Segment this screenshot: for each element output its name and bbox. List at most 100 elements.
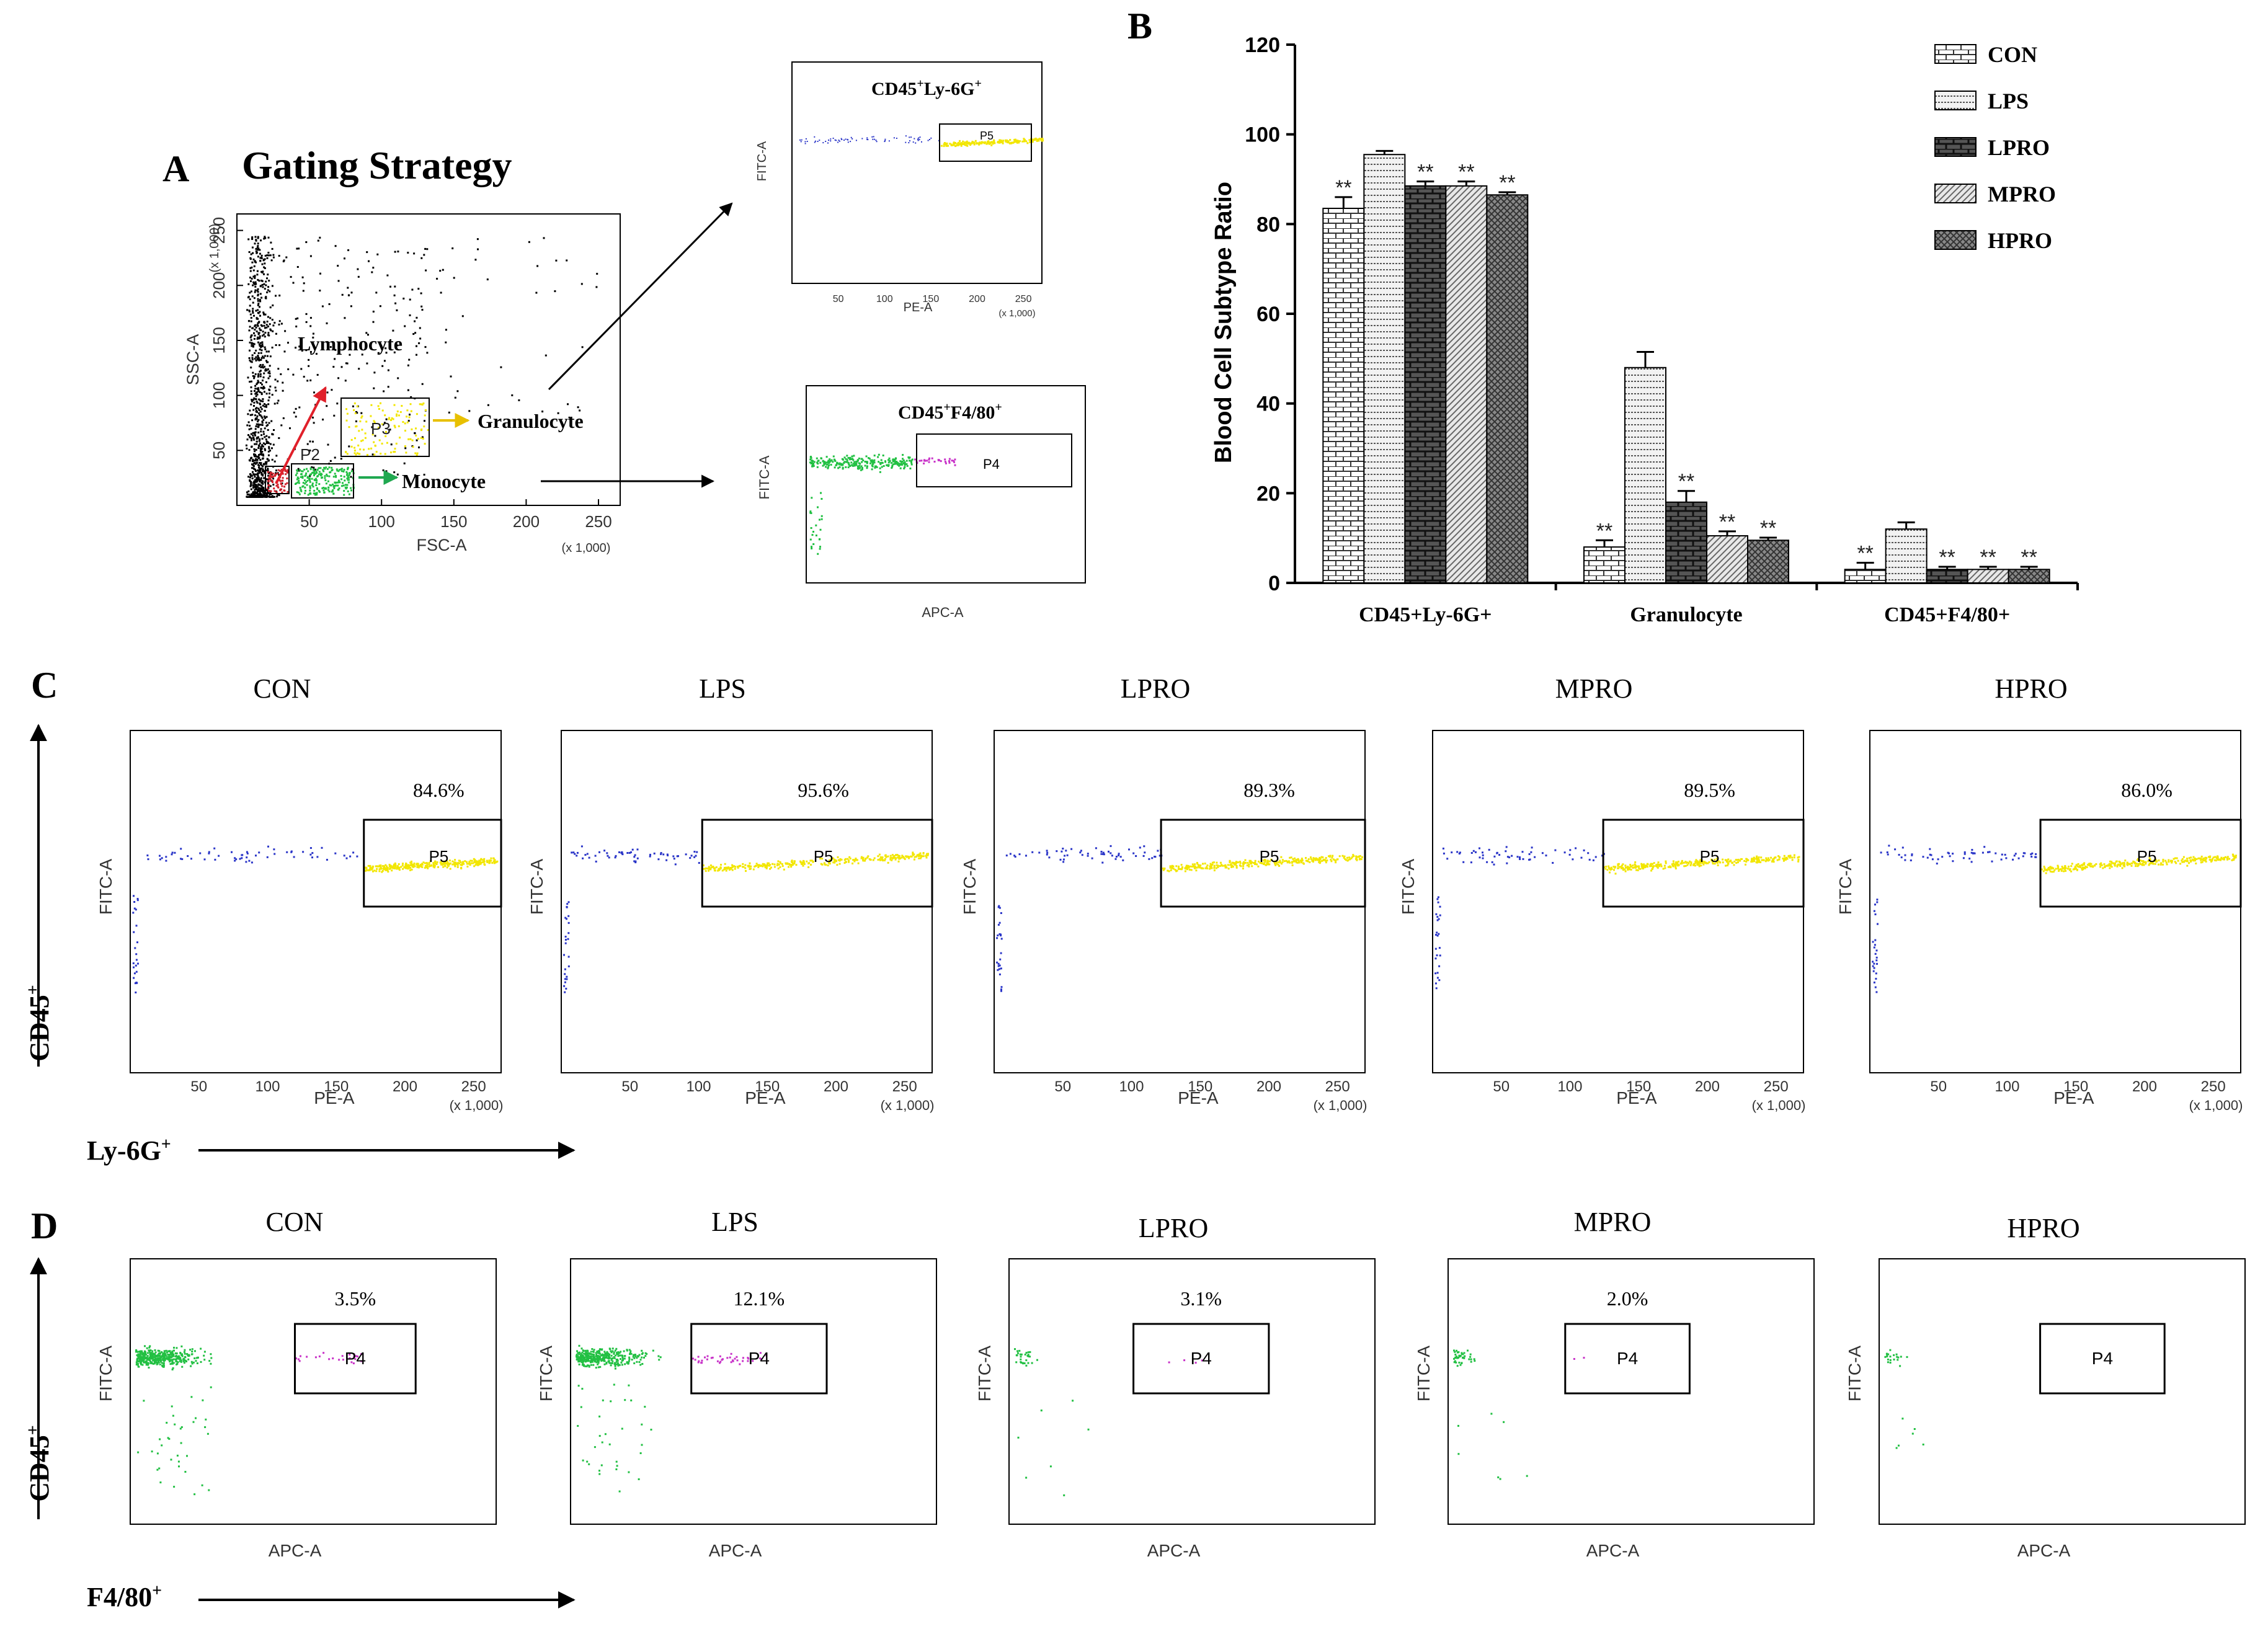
label-monocyte: Monocyte xyxy=(402,470,486,492)
gating-ly6g-title: CD45+Ly-6G+ xyxy=(871,77,982,99)
panel-d-magenta-dots xyxy=(295,1352,363,1365)
gating-f480-plot: CD45+F4/80+ P4 APC-A FITC-A xyxy=(757,385,1086,620)
panel-c-blue-dots xyxy=(146,845,358,864)
panel-d-plot-frame xyxy=(1448,1258,1815,1525)
panel-d-plot-title: LPS xyxy=(711,1207,758,1237)
gating-ly6g-gate xyxy=(939,123,1032,162)
panel-d-plot-title: LPRO xyxy=(1139,1213,1208,1243)
panel-c-blue-low-dots xyxy=(996,905,1003,992)
gating-ly6g-x-scale: (x 1,000) xyxy=(998,308,1035,319)
panel-c-xtick-label: 100 xyxy=(1995,1078,2019,1095)
gating-main-x-scale: (x 1,000) xyxy=(562,541,611,555)
panel-d-plot-lpro: LPRO P4 3.1% APC-A FITC-A xyxy=(975,1213,1376,1560)
gate-p3-label: P3 xyxy=(371,419,391,438)
bar-category-label: CD45+Ly-6G+ xyxy=(1359,603,1492,626)
significance-stars: ** xyxy=(1939,546,1955,569)
panel-d-magenta-dots xyxy=(1573,1357,1585,1360)
panel-c-plot-mpro: MPRO P5 89.5% 50 100 150 200 250 PE-A FITC-A (x 1,… xyxy=(1399,673,1805,1113)
bar-lps-1 xyxy=(1624,366,1666,584)
bar-lpro-1 xyxy=(1665,501,1707,584)
panel-c-gate-label: P5 xyxy=(1260,847,1279,866)
panel-c-yellow-dots xyxy=(1162,854,1363,872)
red-dots xyxy=(267,468,290,494)
panel-d-xlabel: APC-A xyxy=(709,1541,762,1560)
panel-c-xtick-label: 50 xyxy=(1930,1078,1947,1095)
panel-c-xtick-label: 100 xyxy=(1557,1078,1582,1095)
panel-c-plot-frame xyxy=(1869,730,2241,1073)
panel-c-xtick-label: 50 xyxy=(1493,1078,1510,1095)
panel-d-plot-title: CON xyxy=(266,1207,324,1237)
gating-main-xtick-label: 200 xyxy=(513,512,540,531)
gating-main-y-scale: (x 1,000) xyxy=(208,224,221,273)
panel-d-magenta-dots xyxy=(1168,1359,1203,1364)
panel-d-xlabel: APC-A xyxy=(269,1541,322,1560)
panel-c-xlabel: PE-A xyxy=(1616,1088,1657,1107)
panel-c-xtick-label: 150 xyxy=(755,1078,780,1095)
panel-d: D CD45+ F4/80+ CON P4 3.5% APC-A FITC-A LPS P4… xyxy=(24,1205,2246,1612)
panel-d-gate xyxy=(690,1323,828,1395)
bar-y-tick-label: 0 xyxy=(1268,572,1280,595)
bar-category-label: Granulocyte xyxy=(1630,603,1742,626)
panel-c-xlabel: PE-A xyxy=(2053,1088,2094,1107)
panel-c-plot-lps: LPS P5 95.6% 50 100 150 200 250 PE-A FITC-A (x 1,0… xyxy=(527,673,934,1113)
panel-c-plot-frame xyxy=(561,730,933,1073)
significance-stars: ** xyxy=(1499,171,1515,195)
panel-d-gate xyxy=(294,1323,417,1395)
panel-d-gate xyxy=(2039,1323,2166,1395)
gating-main-ylabel: SSC-A xyxy=(184,334,202,386)
gating-main-dots xyxy=(245,236,598,498)
panel-c-plot-title: MPRO xyxy=(1555,673,1633,704)
bar-hpro-2 xyxy=(2008,569,2050,584)
panel-c-ylabel: FITC-A xyxy=(960,859,979,915)
panel-d-green-dots xyxy=(1884,1349,1908,1367)
legend-label-mpro: MPRO xyxy=(1988,182,2056,206)
panel-c-xtick-label: 250 xyxy=(461,1078,486,1095)
lymph-dots-sparse xyxy=(249,236,429,479)
panel-d-ylabel: FITC-A xyxy=(1414,1346,1433,1402)
panel-c: C CD45+ Ly-6G+ CON P5 84.6% 50 100 150 200 250 P… xyxy=(24,665,2243,1166)
panel-d-green-low-dots xyxy=(577,1383,652,1493)
panel-d-plot-lps: LPS P4 12.1% APC-A FITC-A xyxy=(536,1207,937,1560)
significance-stars: ** xyxy=(1760,517,1776,540)
bar-y-tick-label: 40 xyxy=(1256,393,1280,416)
gating-main-plot: 50 100 150 200 250 50 100 150 200 250 FSC-A SSC-… xyxy=(184,213,621,555)
panel-d-ylabel: FITC-A xyxy=(1845,1346,1864,1402)
significance-stars: ** xyxy=(1857,541,1873,565)
bar-lps-2 xyxy=(1885,528,1928,584)
bar-con-0 xyxy=(1322,208,1365,584)
gating-main-ytick-label: 50 xyxy=(210,442,228,459)
legend-swatch-con xyxy=(1934,44,1977,64)
panel-c-gate-label: P5 xyxy=(2137,847,2157,866)
gate-p3-gran xyxy=(340,397,430,457)
bar-chart-legend: CON LPS LPRO MPRO HPRO xyxy=(1934,42,2056,253)
panel-c-percent: 84.6% xyxy=(413,779,465,801)
legend-swatch-lpro xyxy=(1934,137,1977,157)
panel-c-blue-low-dots xyxy=(1872,899,1879,993)
panel-c-blue-low-dots xyxy=(1434,896,1441,990)
panel-c-plot-title: CON xyxy=(254,673,311,704)
panel-c-xtick-label: 150 xyxy=(324,1078,349,1095)
panel-d-gate-label: P4 xyxy=(1191,1349,1212,1368)
panel-d-percent: 3.1% xyxy=(1180,1287,1222,1310)
gate-p1-lymph xyxy=(265,466,290,494)
panel-d-percent: 12.1% xyxy=(734,1287,785,1310)
panel-c-x-scale: (x 1,000) xyxy=(2189,1098,2243,1113)
panel-c-xtick-label: 100 xyxy=(686,1078,711,1095)
panel-c-xtick-label: 250 xyxy=(892,1078,917,1095)
gating-ly6g-xtick-label: 100 xyxy=(876,294,893,304)
panel-c-xlabel: PE-A xyxy=(314,1088,355,1107)
panel-c-gate xyxy=(1602,819,1805,908)
legend-label-lps: LPS xyxy=(1988,89,2029,113)
gating-ly6g-frame xyxy=(791,61,1043,284)
panel-c-x-axis-label: Ly-6G+ xyxy=(87,1135,171,1166)
gating-main-ytick-label: 150 xyxy=(210,327,228,353)
gating-main-frame xyxy=(236,213,621,506)
gating-main-ytick-label: 100 xyxy=(210,382,228,409)
panel-c-x-scale: (x 1,000) xyxy=(1752,1098,1806,1113)
panel-c-gate-label: P5 xyxy=(1700,847,1720,866)
panel-c-xtick-label: 200 xyxy=(2132,1078,2157,1095)
panel-c-xlabel: PE-A xyxy=(1178,1088,1219,1107)
panel-c-blue-low-dots xyxy=(563,901,570,993)
significance-stars: ** xyxy=(2021,546,2037,569)
gating-main-y-ticks: 50 100 150 200 250 xyxy=(210,217,243,459)
